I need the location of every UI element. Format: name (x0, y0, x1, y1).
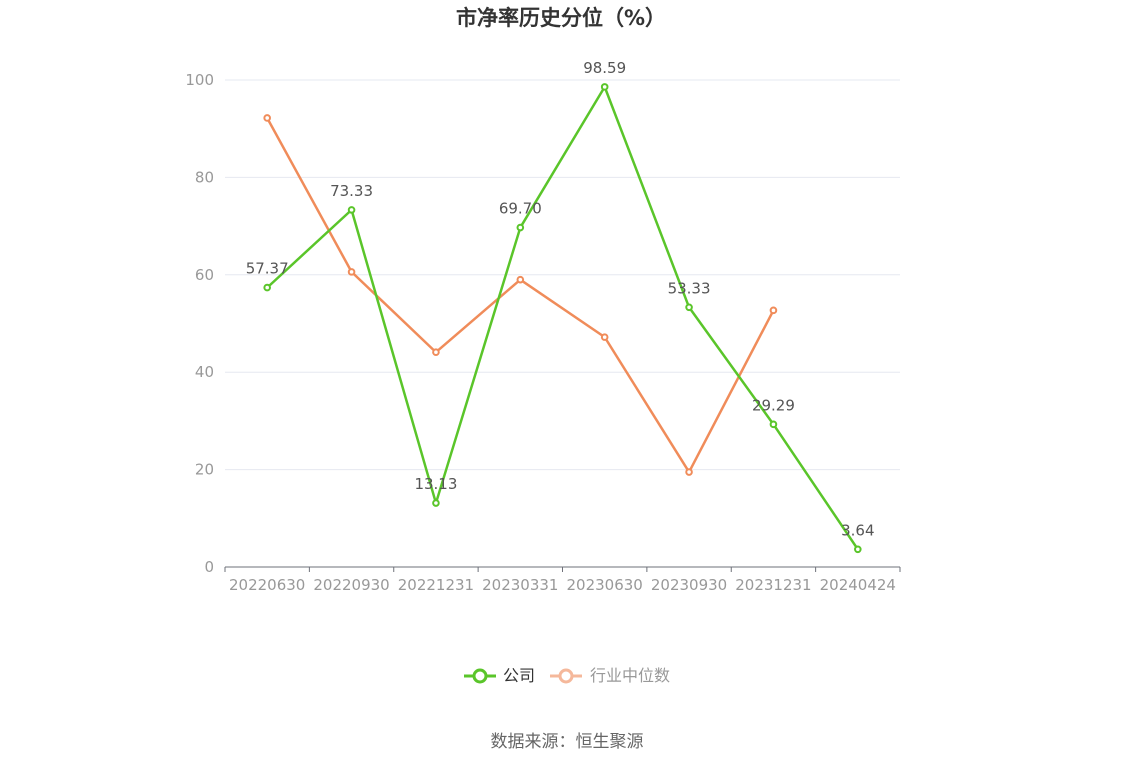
y-tick-label: 100 (185, 71, 214, 89)
data-point-company[interactable] (769, 420, 778, 429)
series-lines (266, 85, 859, 550)
data-label: 57.37 (246, 260, 289, 278)
data-point-industry-median[interactable] (600, 333, 609, 341)
data-labels: 57.37 73.33 13.13 69.70 98.59 53.33 29.29 3.64 (246, 59, 875, 539)
legend: 公司 行业中位数 (464, 666, 670, 685)
y-tick-label: 40 (195, 363, 214, 381)
x-tick-label: 20230331 (482, 576, 558, 594)
data-point-company[interactable] (685, 303, 693, 312)
x-tick-label: 20231231 (735, 576, 811, 594)
data-label: 69.70 (499, 200, 542, 218)
x-tick-label: 20220630 (229, 576, 305, 594)
data-point-industry-median[interactable] (685, 468, 693, 476)
y-tick-label: 60 (195, 266, 214, 284)
data-point-industry-median[interactable] (263, 114, 271, 122)
data-point-company[interactable] (854, 545, 862, 554)
data-point-industry-median[interactable] (432, 348, 440, 357)
series-line-company (266, 85, 859, 550)
data-label: 29.29 (752, 396, 795, 414)
data-label: 98.59 (583, 59, 626, 77)
data-label: 3.64 (841, 521, 874, 539)
y-tick-label: 20 (195, 461, 214, 479)
x-axis: 20220630 20220930 20221231 20230331 20230630… (224, 566, 901, 594)
x-tick-label: 20220930 (313, 576, 389, 594)
x-tick-label: 20240424 (820, 576, 896, 594)
y-tick-label: 80 (195, 168, 214, 186)
data-point-company[interactable] (263, 283, 271, 292)
data-point-industry-median[interactable] (769, 306, 778, 315)
chart-title: 市净率历史分位（%） (456, 6, 666, 30)
y-tick-label: 0 (204, 558, 214, 576)
legend-label-company: 公司 (503, 666, 535, 685)
data-point-company[interactable] (432, 499, 440, 507)
legend-item-company[interactable]: 公司 (464, 666, 535, 685)
source-text: 数据来源：恒生聚源 (491, 732, 644, 752)
data-label: 53.33 (668, 279, 711, 297)
y-axis: 0 20 40 60 80 100 (185, 71, 214, 576)
x-tick-label: 20221231 (398, 576, 474, 594)
data-point-company[interactable] (600, 83, 609, 91)
series-points (263, 83, 862, 554)
legend-marker-industry-median (558, 668, 574, 684)
x-tick-label: 20230630 (567, 576, 643, 594)
grid (225, 79, 900, 471)
x-tick-label: 20230930 (651, 576, 727, 594)
data-point-industry-median[interactable] (347, 268, 356, 276)
data-point-company[interactable] (516, 223, 525, 232)
data-point-industry-median[interactable] (516, 275, 525, 284)
data-label: 73.33 (330, 182, 373, 200)
data-label: 13.13 (414, 475, 457, 493)
legend-label-industry-median: 行业中位数 (590, 666, 670, 685)
legend-item-industry-median[interactable]: 行业中位数 (550, 666, 670, 685)
data-point-company[interactable] (347, 206, 356, 214)
legend-marker-company (472, 668, 488, 684)
